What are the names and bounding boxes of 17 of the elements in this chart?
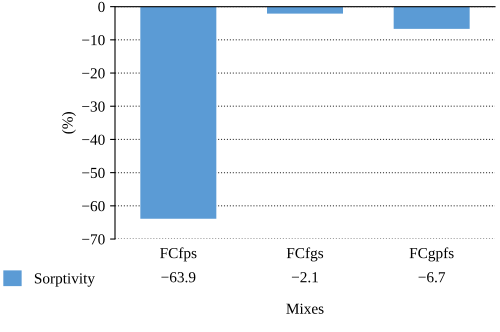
data-label: −63.9	[161, 272, 196, 282]
x-axis-title: Mixes	[286, 304, 324, 314]
data-label: −6.7	[418, 272, 446, 282]
data-label: −2.1	[292, 272, 318, 282]
x-tick-label: FCgpfs	[410, 247, 454, 262]
legend-label: Sorptivity	[34, 273, 95, 287]
x-tick-label: FCfps	[160, 247, 196, 262]
x-tick-label: FCfgs	[286, 247, 324, 262]
y-tick-label: −70	[82, 234, 105, 244]
y-tick-label: −60	[82, 200, 105, 212]
y-tick-label: −20	[82, 68, 105, 78]
y-tick-label: −30	[82, 101, 105, 112]
y-tick-label: −40	[82, 134, 105, 145]
y-tick-label: −10	[82, 34, 105, 46]
y-tick-label: 0	[98, 2, 105, 12]
y-tick-label: −50	[82, 168, 105, 178]
y-axis-title: (%)	[62, 112, 76, 134]
